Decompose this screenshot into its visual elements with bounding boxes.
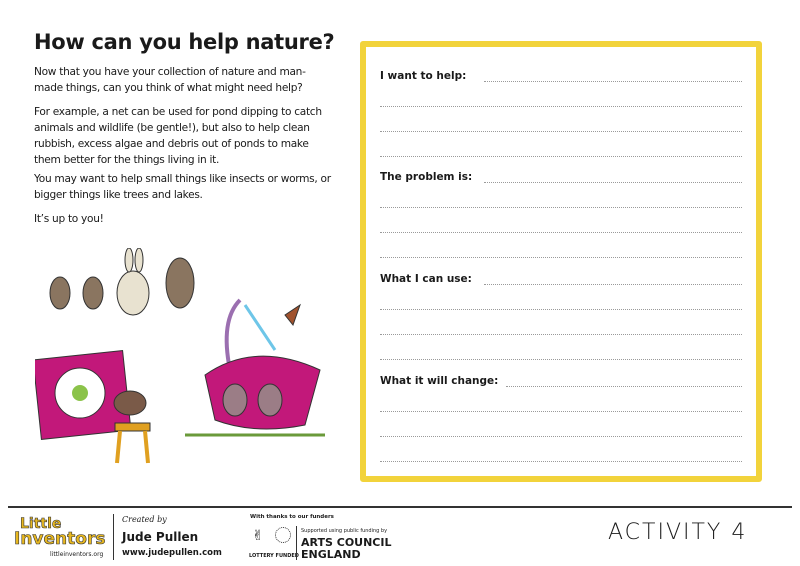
answer-line[interactable] [380,156,742,157]
closing-paragraph: It’s up to you! [34,213,104,225]
field-label: What it will change: [380,375,499,387]
answer-line[interactable] [380,257,742,258]
acl-support-text: Supported using public funding by [301,528,388,534]
animals-illustration [49,248,195,316]
intro-paragraph: Now that you have your collection of nat… [34,66,306,94]
page-title: How can you help nature? [34,30,335,54]
activity-number: ACTIVITY 4 [608,520,748,545]
answer-line[interactable] [380,309,742,310]
answer-line[interactable] [380,461,742,462]
answer-line[interactable] [380,131,742,132]
footer-separator [113,514,114,560]
answer-line[interactable] [380,436,742,437]
funders-separator [296,526,297,560]
answer-line[interactable] [380,106,742,107]
field-label: What I can use: [380,273,472,285]
answer-line[interactable] [484,81,742,82]
acl-line2: ENGLAND [301,548,361,561]
creator-url[interactable]: www.judepullen.com [122,548,222,558]
answer-line[interactable] [380,334,742,335]
created-by-label: Created by [122,515,167,524]
funders-heading: With thanks to our funders [250,514,334,520]
field-label: I want to help: [380,70,467,82]
answer-line[interactable] [380,359,742,360]
lottery-icon: ✌ [252,528,264,544]
scope-paragraph: You may want to help small things like i… [34,173,331,201]
acl-line1: ARTS COUNCIL [301,536,392,549]
arts-council-seal-icon [275,527,291,543]
answer-line[interactable] [380,232,742,233]
answer-line[interactable] [506,386,742,387]
answer-line[interactable] [484,182,742,183]
lottery-funded-label: LOTTERY FUNDED [249,553,299,559]
umbrella-pond-illustration [185,298,325,437]
field-label: The problem is: [380,171,473,183]
footer-divider [8,506,792,508]
answer-line[interactable] [380,411,742,412]
answer-line[interactable] [380,207,742,208]
answer-line[interactable] [484,284,742,285]
activity-form: I want to help: The problem is: What I c… [360,41,762,482]
spider-painting-illustration [35,349,151,464]
creator-name: Jude Pullen [122,530,199,544]
example-paragraph: For example, a net can be used for pond … [34,106,322,166]
